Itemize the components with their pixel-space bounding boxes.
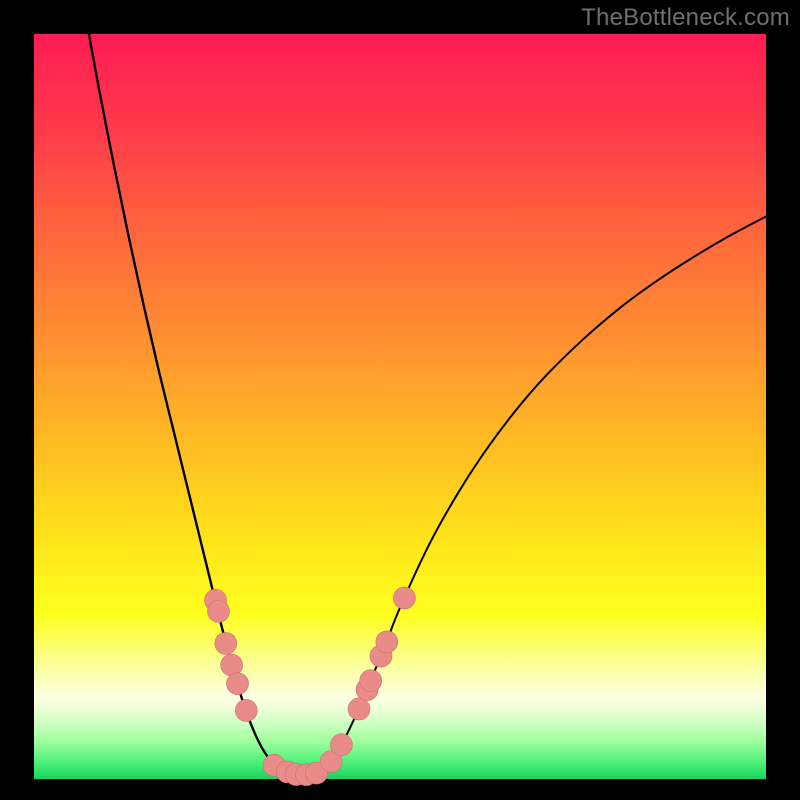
- marker-point: [348, 698, 370, 720]
- marker-point: [215, 632, 237, 654]
- marker-point: [227, 673, 249, 695]
- marker-point: [393, 587, 415, 609]
- marker-point: [207, 600, 229, 622]
- watermark-text: TheBottleneck.com: [581, 4, 790, 32]
- bottleneck-chart-container: TheBottleneck.com: [0, 0, 800, 800]
- marker-point: [376, 631, 398, 653]
- marker-point: [360, 670, 382, 692]
- plot-background: [34, 34, 766, 779]
- bottleneck-chart-svg: [0, 0, 800, 800]
- marker-point: [235, 699, 257, 721]
- marker-point: [330, 734, 352, 756]
